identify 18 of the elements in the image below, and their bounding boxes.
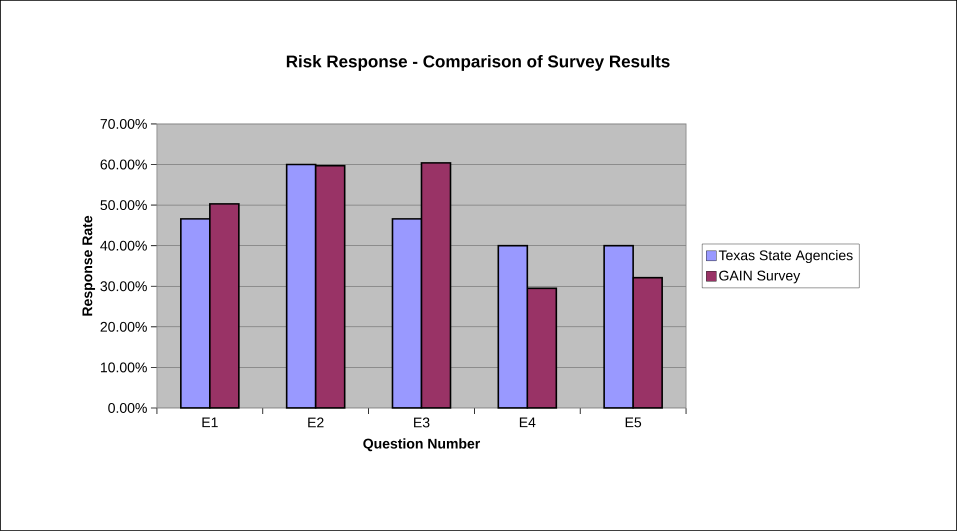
y-tick-label: 50.00% (100, 200, 147, 210)
legend-label: GAIN Survey (719, 270, 800, 284)
y-tick-label: 30.00% (100, 281, 147, 292)
y-tick-label: 60.00% (100, 160, 147, 170)
y-tick-label: 10.00% (100, 362, 147, 372)
x-tick-label: E2 (308, 418, 324, 428)
y-tick-label: 0.00% (108, 403, 147, 413)
x-tick-label: E3 (414, 418, 430, 428)
chart-title: Risk Response - Comparison of Survey Results (286, 55, 670, 71)
y-tick-label: 20.00% (100, 322, 147, 332)
x-axis-title: Question Number (363, 438, 480, 452)
x-tick-label: E4 (520, 418, 536, 428)
x-tick-label: E1 (202, 418, 218, 428)
y-tick-label: 70.00% (100, 119, 147, 129)
legend-label: Texas State Agencies (718, 250, 853, 264)
y-axis-title: Response Rate (82, 216, 96, 316)
x-tick-label: E5 (626, 418, 642, 428)
y-tick-label: 40.00% (100, 240, 147, 251)
